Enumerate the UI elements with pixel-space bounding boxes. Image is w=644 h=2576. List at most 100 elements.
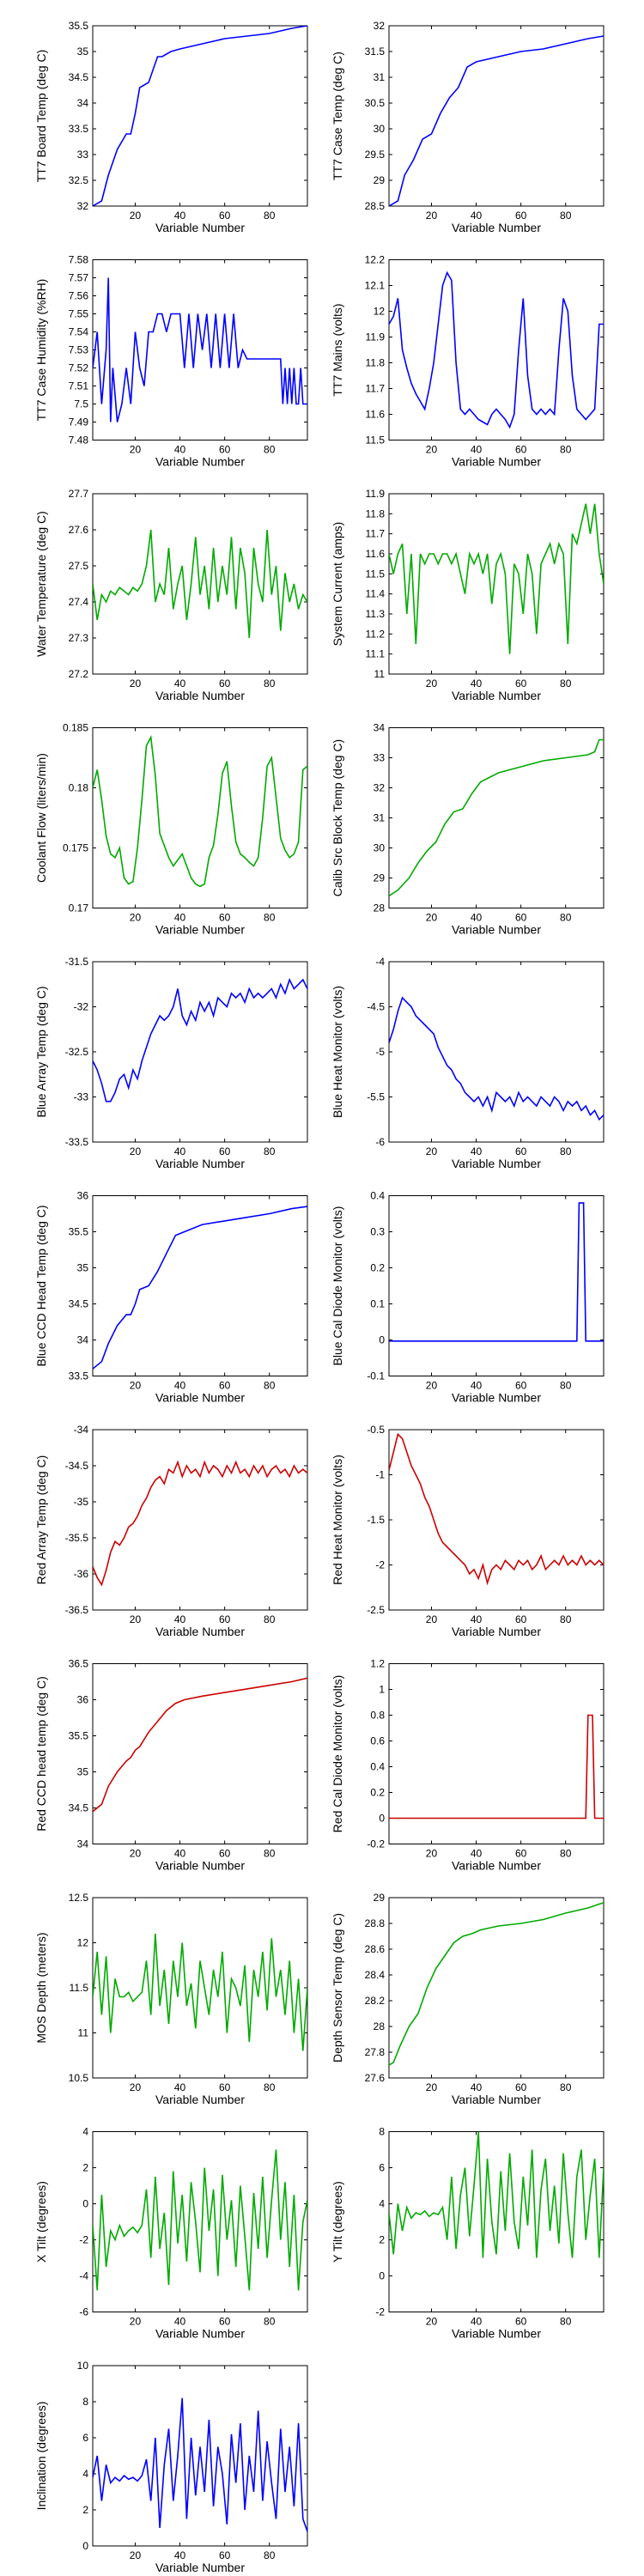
- y-tick-label: 8: [379, 2126, 385, 2138]
- y-tick-label: 11: [374, 668, 386, 680]
- x-tick-label: 60: [219, 210, 231, 222]
- y-tick-label: 31.5: [365, 46, 386, 58]
- y-tick-label: 7.48: [69, 434, 89, 447]
- y-axis-label: TT7 Mains (volts): [331, 303, 344, 396]
- y-tick-label: 11.8: [366, 507, 386, 519]
- series-line: [389, 1902, 604, 2066]
- x-axis-label: Variable Number: [155, 1625, 245, 1638]
- y-tick-label: 7.55: [69, 308, 89, 320]
- x-tick-label: 80: [264, 2316, 276, 2328]
- y-tick-label: 35: [77, 1766, 89, 1778]
- y-tick-label: 27.4: [69, 596, 89, 608]
- y-tick-label: 11.3: [366, 608, 386, 620]
- chart-panel-12: -36.5 -36 -35.5 -35 -34.5 -34 20 40 60 80 Variable…: [34, 1424, 308, 1638]
- x-axis-label: Variable Number: [155, 221, 245, 234]
- series-line: [93, 1460, 307, 1587]
- y-tick-label: 31: [374, 812, 386, 824]
- y-tick-label: 30.5: [365, 97, 386, 109]
- y-tick-label: 27.7: [69, 488, 89, 500]
- x-tick-label: 40: [174, 912, 186, 924]
- y-tick-label: 34: [77, 97, 89, 109]
- x-tick-label: 40: [174, 210, 186, 222]
- series-line: [93, 277, 307, 422]
- chart-panel-2: 7.48 7.49 7.5 7.51 7.52 7.53 7.54 7.55 7.56 7.57 7…: [34, 254, 308, 469]
- chart-panel-17: 27.6 27.8 28 28.2 28.4 28.6 28.8 29 20 40 60 80 Vari…: [331, 1892, 605, 2106]
- x-tick-label: 20: [426, 677, 438, 690]
- plot-frame: [388, 1897, 605, 2079]
- y-tick-label: 35.5: [69, 1730, 89, 1742]
- y-tick-label: 12.2: [365, 254, 386, 266]
- x-tick-label: 80: [560, 444, 572, 456]
- x-axis-label: Variable Number: [452, 2093, 541, 2106]
- y-tick-label: 33: [77, 149, 89, 161]
- x-tick-label: 60: [219, 444, 231, 456]
- x-tick-label: 40: [471, 1848, 483, 1860]
- y-tick-label: 11.7: [366, 383, 386, 395]
- x-tick-label: 60: [515, 444, 527, 456]
- y-tick-label: 11: [78, 2027, 89, 2039]
- x-tick-label: 60: [515, 1613, 527, 1625]
- series-line: [93, 2397, 307, 2532]
- x-tick-label: 80: [560, 210, 572, 222]
- x-tick-label: 40: [174, 1380, 186, 1392]
- y-tick-label: -2: [375, 2306, 385, 2318]
- x-tick-label: 20: [426, 2316, 438, 2328]
- y-tick-label: 34.5: [69, 71, 89, 83]
- y-tick-label: 36: [77, 1190, 89, 1202]
- y-tick-label: -4.5: [367, 1001, 385, 1013]
- series-line: [93, 1677, 307, 1813]
- y-tick-label: 29: [374, 174, 386, 186]
- y-tick-label: 28: [374, 902, 386, 914]
- plot-frame: [388, 1663, 605, 1844]
- y-tick-label: -1: [375, 1469, 385, 1481]
- y-axis-label: TT7 Case Temp (deg C): [331, 52, 344, 180]
- x-tick-label: 40: [174, 444, 186, 456]
- x-tick-label: 40: [174, 677, 186, 690]
- x-axis-label: Variable Number: [155, 455, 245, 469]
- x-tick-label: 80: [560, 2081, 572, 2093]
- y-axis-label: Calib Src Block Temp (deg C): [331, 739, 344, 896]
- x-tick-label: 40: [174, 1613, 186, 1625]
- chart-panel-3: 11.5 11.6 11.7 11.8 11.9 12 12.1 12.2 20 40 60 80 Va…: [331, 254, 605, 469]
- y-tick-label: 6: [82, 2432, 88, 2444]
- y-tick-label: -0.5: [367, 1424, 385, 1436]
- y-tick-label: 27.6: [69, 524, 89, 536]
- y-tick-label: 11.1: [366, 648, 386, 660]
- y-tick-label: 11.5: [366, 434, 386, 447]
- y-axis-label: MOS Depth (meters): [34, 1932, 48, 2043]
- x-axis-label: Variable Number: [155, 2093, 245, 2106]
- y-tick-label: 11.9: [366, 331, 386, 343]
- plot-frame: [92, 2131, 308, 2312]
- plot-frame: [388, 2131, 605, 2312]
- y-tick-label: 32: [77, 200, 89, 212]
- x-axis-label: Variable Number: [452, 1391, 541, 1405]
- y-axis-label: Blue Heat Monitor (volts): [331, 986, 344, 1118]
- y-tick-label: 11.5: [366, 568, 386, 580]
- plot-frame: [388, 1195, 605, 1376]
- x-tick-label: 20: [130, 444, 142, 456]
- y-tick-label: -5.5: [367, 1091, 385, 1103]
- y-tick-label: 8: [82, 2396, 88, 2408]
- y-tick-label: 27.5: [69, 560, 89, 572]
- chart-panel-4: 27.2 27.3 27.4 27.5 27.6 27.7 20 40 60 80 Variable…: [34, 488, 308, 702]
- y-tick-label: 4: [82, 2126, 88, 2138]
- y-tick-label: 0.1: [370, 1298, 385, 1310]
- x-axis-label: Variable Number: [155, 689, 245, 702]
- x-axis-label: Variable Number: [452, 1859, 541, 1873]
- x-tick-label: 60: [219, 2316, 231, 2328]
- y-tick-label: 34: [77, 1838, 89, 1850]
- y-tick-label: 30: [374, 123, 386, 135]
- chart-panel-10: 33.5 34 34.5 35 35.5 36 20 40 60 80 Variable Numbe…: [34, 1190, 308, 1405]
- y-tick-label: 0.17: [69, 902, 89, 914]
- plot-frame: [388, 1429, 605, 1611]
- y-axis-label: Depth Sensor Temp (deg C): [331, 1913, 344, 2063]
- plot-frame: [388, 727, 605, 908]
- y-tick-label: -32: [74, 1001, 89, 1013]
- plot-frame: [92, 493, 308, 675]
- y-axis-label: Water Temperature (deg C): [34, 511, 48, 657]
- y-axis-label: Inclination (degrees): [34, 2402, 48, 2511]
- x-tick-label: 40: [471, 677, 483, 690]
- x-tick-label: 40: [174, 2549, 186, 2561]
- y-tick-label: 36.5: [69, 1658, 89, 1670]
- y-tick-label: 11.6: [366, 548, 386, 560]
